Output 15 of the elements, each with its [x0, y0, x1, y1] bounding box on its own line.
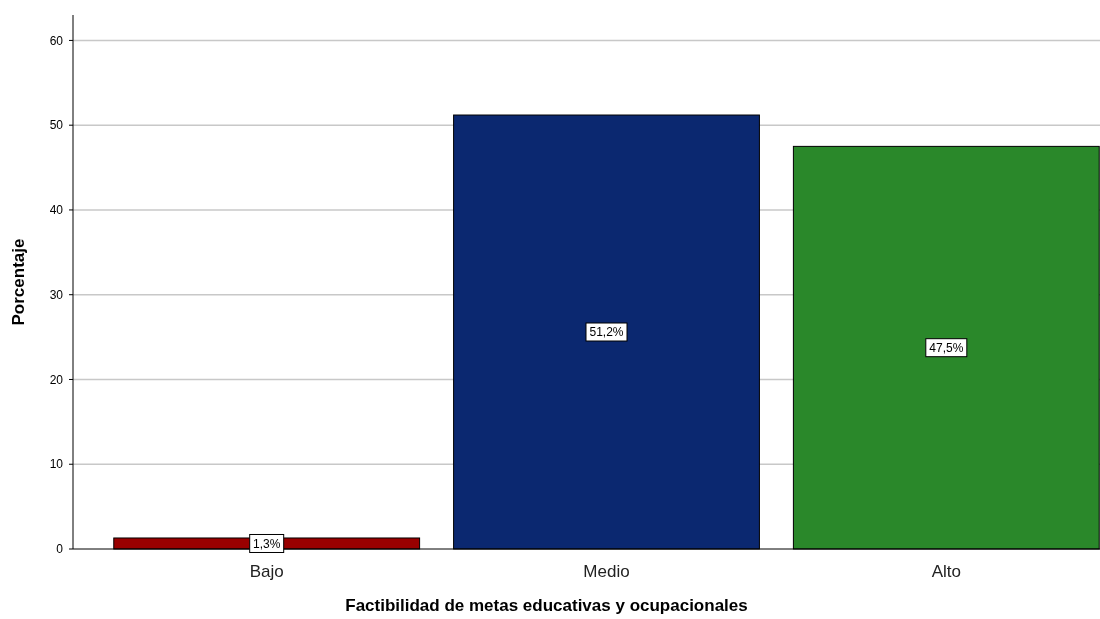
x-axis-title: Factibilidad de metas educativas y ocupacionales — [345, 596, 748, 615]
y-tick-label: 50 — [49, 118, 64, 133]
data-label: 1,3% — [253, 536, 281, 551]
x-tick-label: Bajo — [249, 562, 284, 581]
y-tick-label: 10 — [49, 457, 64, 472]
x-tick-label: Alto — [931, 562, 961, 581]
y-tick-label: 0 — [56, 542, 64, 557]
x-tick-label: Medio — [583, 562, 630, 581]
y-tick-label: 30 — [49, 287, 64, 302]
y-tick-label: 20 — [49, 372, 64, 387]
y-tick-label: 40 — [49, 203, 64, 218]
data-label: 51,2% — [589, 325, 624, 340]
y-axis-title: Porcentaje — [9, 238, 28, 326]
data-label: 47,5% — [929, 340, 964, 355]
y-tick-label: 60 — [49, 33, 64, 48]
